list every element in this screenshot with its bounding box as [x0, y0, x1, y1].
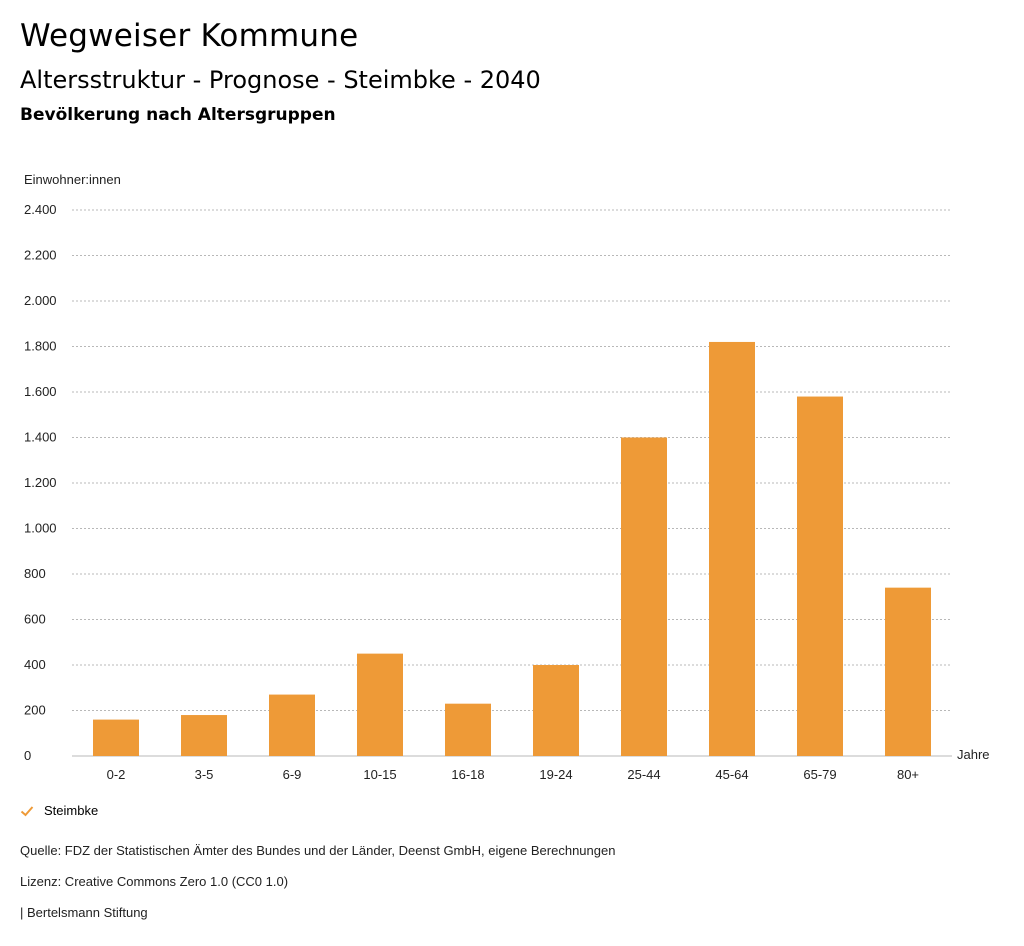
- bar-16-18[interactable]: [445, 703, 491, 756]
- y-tick-label: 600: [24, 612, 46, 627]
- publisher-link[interactable]: | Bertelsmann Stiftung: [20, 905, 148, 920]
- x-tick-label: 25-44: [627, 767, 660, 782]
- bar-65-79[interactable]: [797, 396, 843, 756]
- bar-0-2[interactable]: [93, 719, 139, 756]
- brand-title: Wegweiser Kommune: [20, 18, 359, 54]
- legend-label: Steimbke: [44, 803, 99, 818]
- legend-item-steimbke[interactable]: Steimbke: [20, 803, 98, 818]
- y-tick-label: 2.400: [24, 202, 57, 217]
- bar-19-24[interactable]: [533, 665, 579, 756]
- section-title: Bevölkerung nach Altersgruppen: [20, 105, 336, 125]
- y-tick-label: 1.400: [24, 430, 57, 445]
- y-tick-label: 0: [24, 748, 31, 763]
- bar-chart: 0 200 400 600 800 1.000 1.200 1.400 1.600 1.800 2.…: [24, 172, 990, 782]
- x-tick-labels: 0-2 3-5 6-9 10-15 16-18 19-24 25-44 45-64 65-79 8…: [107, 767, 919, 782]
- y-tick-label: 800: [24, 566, 46, 581]
- chart-subtitle: Altersstruktur - Prognose - Steimbke - 2…: [20, 66, 541, 94]
- bar-80+[interactable]: [885, 587, 931, 756]
- y-tick-label: 2.000: [24, 293, 57, 308]
- bars: [93, 341, 931, 757]
- check-icon: [20, 805, 34, 816]
- y-tick-label: 2.200: [24, 248, 57, 263]
- y-tick-label: 1.200: [24, 475, 57, 490]
- bar-25-44[interactable]: [621, 437, 667, 757]
- y-tick-label: 1.600: [24, 384, 57, 399]
- y-tick-label: 1.000: [24, 521, 57, 536]
- x-tick-label: 10-15: [363, 767, 396, 782]
- y-tick-label: 400: [24, 657, 46, 672]
- x-tick-label: 0-2: [107, 767, 126, 782]
- bar-10-15[interactable]: [357, 653, 403, 756]
- bar-3-5[interactable]: [181, 715, 227, 756]
- x-tick-label: 65-79: [803, 767, 836, 782]
- x-tick-label: 3-5: [195, 767, 214, 782]
- x-tick-label: 45-64: [715, 767, 748, 782]
- y-tick-labels: 0 200 400 600 800 1.000 1.200 1.400 1.600 1.800 2.…: [24, 202, 57, 763]
- source-note: Quelle: FDZ der Statistischen Ämter des …: [20, 843, 616, 858]
- x-tick-label: 19-24: [539, 767, 572, 782]
- bar-45-64[interactable]: [709, 341, 755, 756]
- license-note: Lizenz: Creative Commons Zero 1.0 (CC0 1…: [20, 874, 289, 889]
- y-axis-label: Einwohner:innen: [24, 172, 121, 187]
- bar-6-9[interactable]: [269, 694, 315, 756]
- x-tick-label: 16-18: [451, 767, 484, 782]
- x-axis-label: Jahre: [957, 747, 990, 762]
- y-tick-label: 1.800: [24, 339, 57, 354]
- y-tick-label: 200: [24, 703, 46, 718]
- x-tick-label: 80+: [897, 767, 919, 782]
- x-tick-label: 6-9: [283, 767, 302, 782]
